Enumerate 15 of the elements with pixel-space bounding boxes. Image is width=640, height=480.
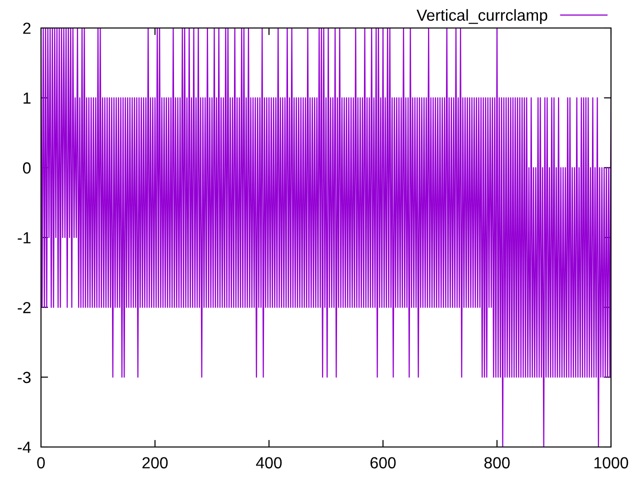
y-tick-label: -1 xyxy=(18,232,30,244)
y-tick-label: 2 xyxy=(23,22,30,34)
x-tick-label: 400 xyxy=(256,457,282,468)
y-tick-label: 0 xyxy=(23,162,31,174)
x-tick-label: 800 xyxy=(484,457,510,468)
x-tick-label: 600 xyxy=(370,457,396,468)
legend-label: Vertical_currclamp xyxy=(416,9,548,24)
line-series xyxy=(41,28,611,447)
y-tick-label: -2 xyxy=(18,302,30,314)
y-tick-label: 1 xyxy=(24,92,30,104)
x-tick-label: 200 xyxy=(142,457,168,468)
x-tick-label: 1000 xyxy=(594,457,628,468)
y-tick-label: -4 xyxy=(18,442,31,453)
x-tick-label: 0 xyxy=(37,457,45,468)
y-tick-label: -3 xyxy=(18,372,31,384)
